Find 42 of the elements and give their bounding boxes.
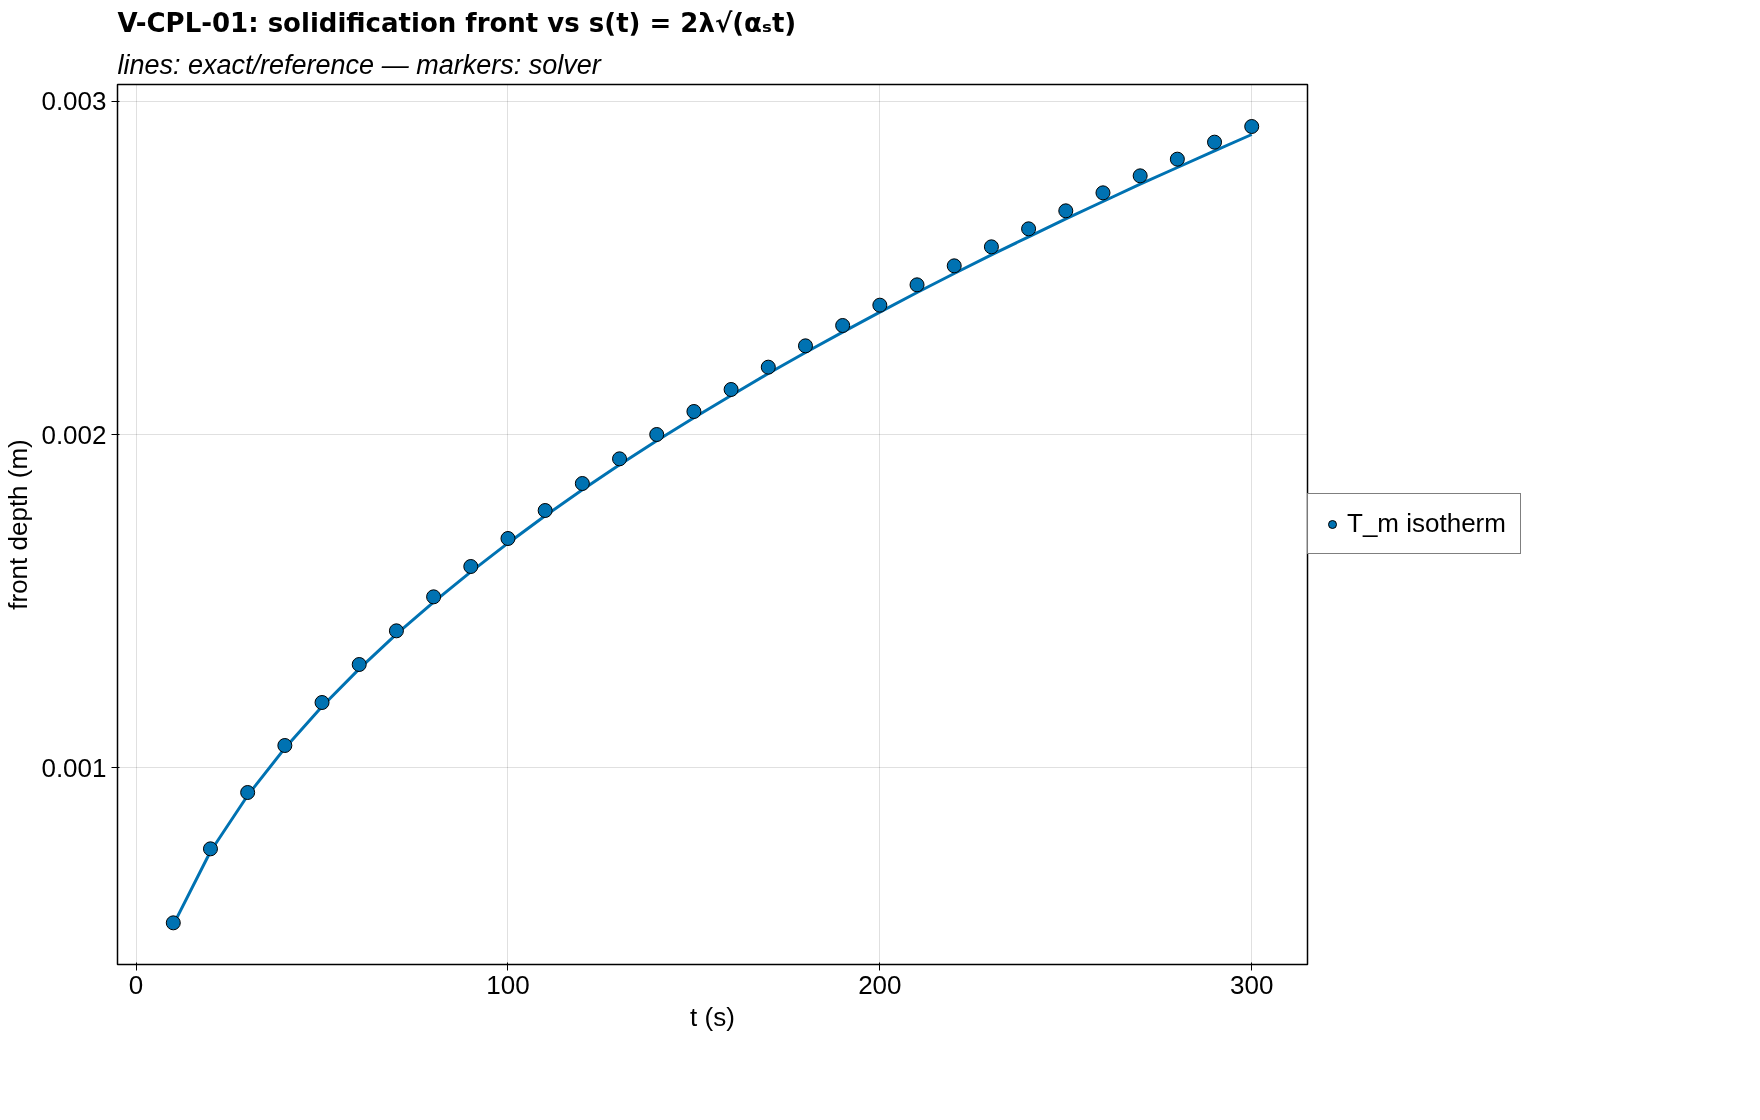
x-axis-title: t (s) xyxy=(690,1001,735,1032)
point xyxy=(1244,119,1260,134)
point xyxy=(277,738,293,753)
y-tick-label: 0.003 xyxy=(41,86,107,117)
point xyxy=(983,239,999,255)
point xyxy=(760,359,776,375)
point xyxy=(537,503,553,518)
x-tick-label: 200 xyxy=(858,969,902,1000)
point xyxy=(240,785,256,800)
point xyxy=(612,451,628,467)
point xyxy=(202,841,218,857)
point xyxy=(1207,134,1223,150)
point xyxy=(1169,151,1185,167)
point xyxy=(1058,203,1074,219)
point xyxy=(723,382,739,397)
point xyxy=(649,427,665,442)
x-tick-label: 0 xyxy=(128,969,144,1000)
point xyxy=(426,589,442,605)
point xyxy=(946,258,962,274)
legend-label: T_m isotherm xyxy=(1347,508,1506,539)
point xyxy=(797,338,813,354)
chart-title: V-CPL-01: solidification front vs s(t) = 2λ√(αₛt) xyxy=(117,7,797,38)
point xyxy=(835,318,851,333)
y-axis-title: front depth (m) xyxy=(3,439,34,610)
point xyxy=(909,277,925,293)
point xyxy=(1021,221,1037,237)
y-tick-label: 0.001 xyxy=(41,752,107,783)
point xyxy=(686,404,702,419)
point xyxy=(351,657,367,672)
point xyxy=(314,695,330,710)
point xyxy=(500,531,516,546)
chart-subtitle: lines: exact/reference — markers: solver xyxy=(117,49,602,80)
point xyxy=(574,476,590,491)
point xyxy=(165,915,181,931)
point xyxy=(1095,185,1111,201)
point xyxy=(463,559,479,574)
point xyxy=(388,623,404,639)
x-tick-label: 300 xyxy=(1230,969,1274,1000)
x-tick-label: 100 xyxy=(486,969,530,1000)
point xyxy=(1132,168,1148,184)
y-tick-label: 0.002 xyxy=(41,419,107,450)
point xyxy=(872,297,888,313)
